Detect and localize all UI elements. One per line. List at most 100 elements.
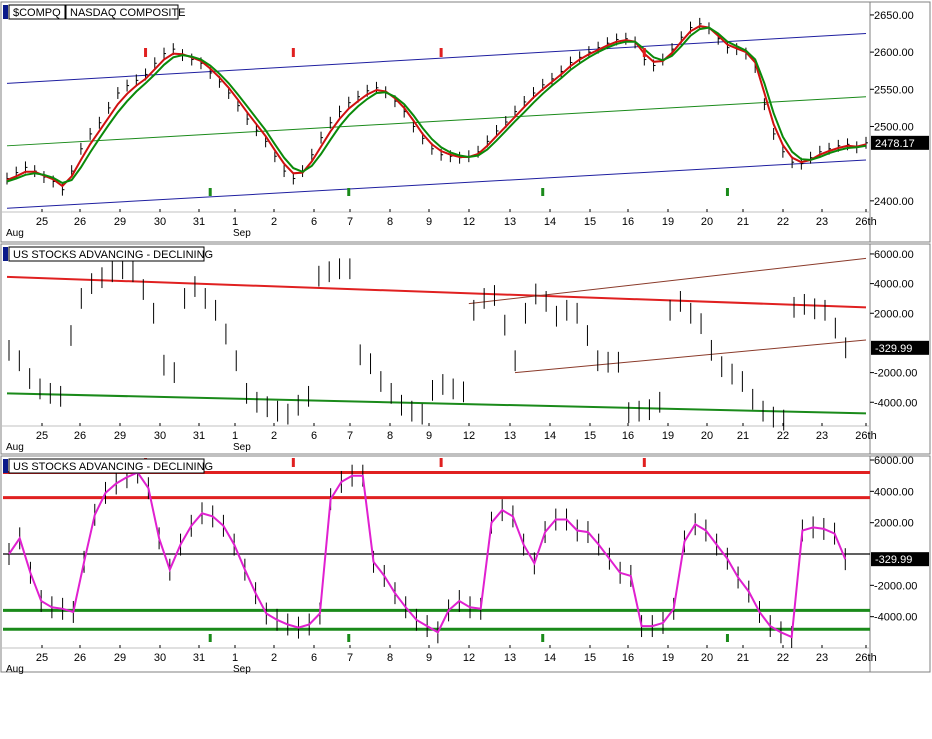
buy-signal-marker: [541, 188, 545, 196]
x-tick-label: 9: [426, 216, 432, 228]
chart-title: NASDAQ COMPOSITE: [70, 7, 186, 19]
last-value-tag: [871, 135, 929, 150]
month-label: Sep: [233, 228, 251, 239]
x-tick-label: 22: [777, 430, 789, 442]
x-tick-label: 14: [544, 430, 556, 442]
x-tick-label: 21: [737, 652, 749, 664]
panel-frame: [0, 455, 931, 673]
x-tick-label: 12: [463, 430, 475, 442]
x-tick-label: 13: [504, 652, 516, 664]
x-tick-label: 9: [426, 430, 432, 442]
y-tick-label: -2000.00: [874, 580, 917, 592]
y-tick-label: 2000.00: [874, 308, 914, 320]
x-tick-label: 15: [584, 652, 596, 664]
moving-average-line: [6, 26, 867, 185]
symbol-box: [8, 4, 66, 20]
x-tick-label: 19: [662, 430, 674, 442]
x-tick-label: 25: [36, 430, 48, 442]
y-tick-label: 6000.00: [874, 455, 914, 467]
x-tick-label: 16: [622, 216, 634, 228]
y-tick-label: -4000.00: [874, 397, 917, 409]
sell-signal-marker: [291, 458, 295, 467]
buy-signal-marker: [725, 634, 729, 642]
y-tick-label: 6000.00: [874, 249, 914, 261]
x-tick-label: 12: [463, 652, 475, 664]
x-tick-label: 14: [544, 216, 556, 228]
x-tick-label: 8: [387, 652, 393, 664]
x-tick-label: 1: [232, 216, 238, 228]
month-label: Aug: [6, 228, 24, 239]
y-tick-label: 2500.00: [874, 121, 914, 133]
x-tick-label: 15: [584, 430, 596, 442]
x-tick-label: 29: [114, 216, 126, 228]
buy-signal-marker: [725, 188, 729, 196]
x-tick-label: 2: [271, 430, 277, 442]
y-tick-label: 2550.00: [874, 84, 914, 96]
y-tick-label: 2600.00: [874, 47, 914, 59]
last-value-label: 2478.17: [875, 138, 915, 150]
x-tick-label: 8: [387, 216, 393, 228]
buy-signal-marker: [347, 634, 351, 642]
title-box: [8, 246, 205, 262]
trend-line: [6, 159, 867, 209]
x-tick-label: 26: [74, 430, 86, 442]
x-tick-label: 9: [426, 652, 432, 664]
x-tick-label: 30: [154, 216, 166, 228]
x-tick-label: 6: [311, 652, 317, 664]
panel-color-swatch: [3, 247, 8, 261]
last-value-label: -329.99: [875, 343, 912, 355]
trend-line: [6, 275, 867, 309]
month-label: Sep: [233, 442, 251, 453]
x-tick-label: 22: [777, 216, 789, 228]
buy-signal-marker: [208, 188, 212, 196]
symbol-label: $COMPQ: [13, 7, 61, 19]
month-label: Aug: [6, 442, 24, 453]
x-tick-label: 26th: [855, 216, 876, 228]
sell-signal-marker: [439, 458, 443, 467]
x-tick-label: 22: [777, 652, 789, 664]
panel-frame: [0, 243, 931, 455]
y-tick-label: 2650.00: [874, 10, 914, 22]
x-tick-label: 1: [232, 430, 238, 442]
title-box: [65, 4, 179, 20]
x-tick-label: 21: [737, 216, 749, 228]
title-box: [8, 458, 205, 474]
sell-signal-marker: [439, 48, 443, 57]
last-value-label: -329.99: [875, 554, 912, 566]
x-tick-label: 19: [662, 216, 674, 228]
x-tick-label: 25: [36, 216, 48, 228]
moving-average-line: [6, 25, 867, 188]
y-tick-label: -4000.00: [874, 612, 917, 624]
x-tick-label: 12: [463, 216, 475, 228]
panel-color-swatch: [3, 5, 8, 19]
x-tick-label: 25: [36, 652, 48, 664]
x-tick-label: 13: [504, 430, 516, 442]
month-label: Sep: [233, 664, 251, 675]
last-value-tag: [871, 340, 929, 355]
trend-line: [514, 339, 867, 374]
x-tick-label: 16: [622, 430, 634, 442]
x-tick-label: 21: [737, 430, 749, 442]
trend-line: [468, 257, 867, 305]
x-tick-label: 31: [193, 652, 205, 664]
trend-line: [6, 96, 867, 147]
sell-signal-marker: [642, 48, 646, 57]
x-tick-label: 20: [701, 652, 713, 664]
x-tick-label: 31: [193, 216, 205, 228]
month-label: Aug: [6, 664, 24, 675]
x-tick-label: 8: [387, 430, 393, 442]
sell-signal-marker: [291, 48, 295, 57]
y-tick-label: 4000.00: [874, 486, 914, 498]
x-tick-label: 23: [816, 652, 828, 664]
trend-line: [6, 392, 867, 415]
y-tick-label: -2000.00: [874, 368, 917, 380]
x-tick-label: 1: [232, 652, 238, 664]
x-tick-label: 13: [504, 216, 516, 228]
x-tick-label: 26: [74, 216, 86, 228]
x-tick-label: 6: [311, 430, 317, 442]
y-tick-label: 4000.00: [874, 279, 914, 291]
chart-title: US STOCKS ADVANCING - DECLINING: [13, 249, 213, 261]
x-tick-label: 14: [544, 652, 556, 664]
